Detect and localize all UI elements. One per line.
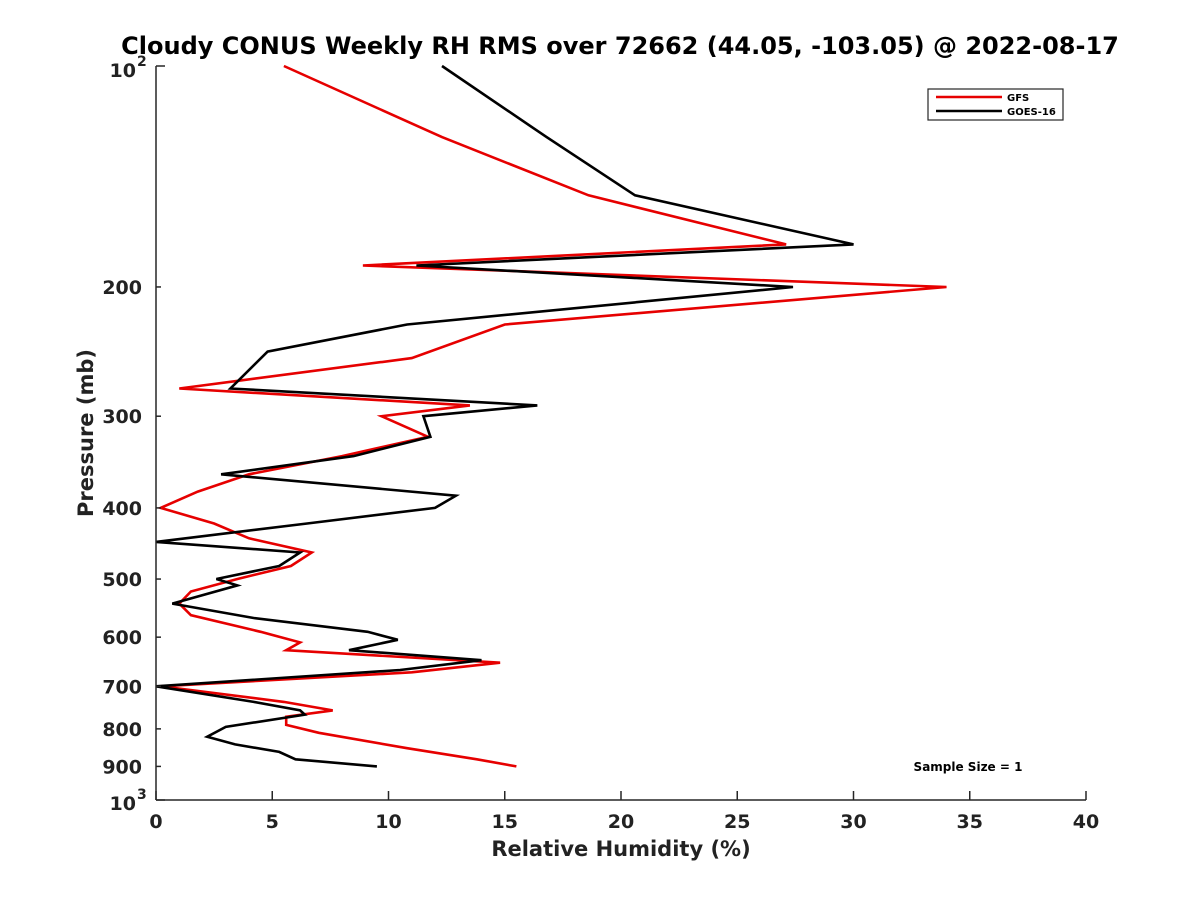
- y-axis-label: Pressure (mb): [74, 349, 98, 517]
- x-tick-label: 20: [608, 811, 634, 833]
- y-tick-label: 700: [102, 676, 142, 698]
- x-tick-label: 30: [840, 811, 866, 833]
- y-tick-label-top: 10 2: [110, 54, 147, 82]
- y-tick-label: 400: [102, 498, 142, 520]
- x-tick-label: 15: [492, 811, 518, 833]
- y-tick-top-base: 10: [110, 60, 136, 82]
- x-tick-label: 10: [375, 811, 401, 833]
- y-tick-label: 300: [102, 406, 142, 428]
- y-tick-label: 800: [102, 719, 142, 741]
- sample-size-annotation: Sample Size = 1: [914, 760, 1023, 774]
- y-tick-label: 600: [102, 627, 142, 649]
- legend: GFS GOES-16: [927, 88, 1064, 121]
- series-line-goes-16: [155, 64, 854, 768]
- y-tick-label: 900: [102, 756, 142, 778]
- x-ticks: 0 5 10 15 20 25 30 35 40: [149, 791, 1099, 833]
- legend-label-gfs: GFS: [1007, 93, 1029, 104]
- plot-background: [156, 66, 1086, 800]
- x-axis-label: Relative Humidity (%): [491, 837, 750, 861]
- legend-box: [927, 88, 1064, 121]
- plot-area: 0 5 10 15 20 25 30 35 40 200 300 400 500 600 700 800 90…: [102, 64, 1099, 833]
- y-tick-label: 200: [102, 277, 142, 299]
- x-tick-label: 25: [724, 811, 750, 833]
- y-tick-top-exp: 2: [137, 54, 147, 70]
- legend-label-goes16: GOES-16: [1007, 107, 1056, 118]
- y-tick-bottom-base: 10: [110, 793, 136, 815]
- x-tick-label: 35: [957, 811, 983, 833]
- x-tick-label: 5: [266, 811, 279, 833]
- y-ticks: 200 300 400 500 600 700 800 900: [102, 65, 165, 801]
- x-tick-label: 40: [1073, 811, 1099, 833]
- y-tick-label-bottom: 10 3: [110, 787, 147, 815]
- series-layer: [155, 64, 947, 768]
- y-tick-bottom-exp: 3: [137, 787, 147, 803]
- chart-title: Cloudy CONUS Weekly RH RMS over 72662 (4…: [121, 32, 1119, 60]
- series-line-gfs: [156, 64, 947, 768]
- x-tick-label: 0: [149, 811, 162, 833]
- y-tick-label: 500: [102, 569, 142, 591]
